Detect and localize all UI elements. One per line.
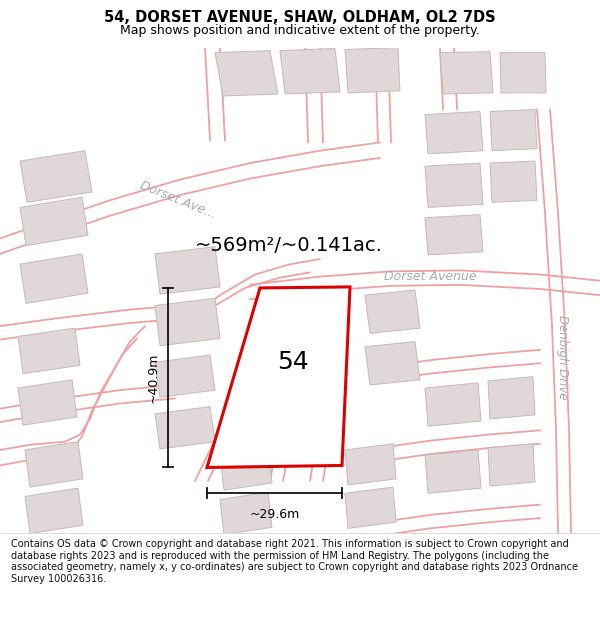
Polygon shape (425, 111, 483, 154)
Text: ~29.6m: ~29.6m (250, 508, 299, 521)
Text: Denbigh Drive: Denbigh Drive (556, 315, 569, 399)
Polygon shape (345, 48, 400, 93)
Polygon shape (425, 383, 481, 426)
Text: 54: 54 (277, 350, 309, 374)
Text: ~569m²/~0.141ac.: ~569m²/~0.141ac. (195, 236, 383, 255)
Text: Map shows position and indicative extent of the property.: Map shows position and indicative extent… (120, 24, 480, 37)
Polygon shape (25, 442, 83, 487)
Polygon shape (345, 444, 396, 485)
Polygon shape (425, 450, 481, 493)
Text: ~40.9m: ~40.9m (147, 352, 160, 403)
Text: Contains OS data © Crown copyright and database right 2021. This information is : Contains OS data © Crown copyright and d… (11, 539, 578, 584)
Polygon shape (500, 52, 546, 93)
Polygon shape (345, 487, 396, 528)
Text: 54, DORSET AVENUE, SHAW, OLDHAM, OL2 7DS: 54, DORSET AVENUE, SHAW, OLDHAM, OL2 7DS (104, 11, 496, 26)
Polygon shape (215, 51, 278, 96)
Polygon shape (207, 287, 350, 468)
Polygon shape (18, 380, 77, 425)
Polygon shape (490, 161, 537, 202)
Text: Dorset Avenue: Dorset Avenue (383, 270, 476, 283)
Polygon shape (365, 290, 420, 333)
Polygon shape (155, 298, 220, 346)
Polygon shape (488, 444, 535, 486)
Polygon shape (155, 247, 220, 294)
Polygon shape (155, 355, 215, 398)
Polygon shape (20, 197, 88, 246)
Polygon shape (440, 52, 493, 94)
Polygon shape (18, 328, 80, 374)
Polygon shape (425, 214, 483, 255)
Polygon shape (20, 151, 92, 202)
Text: Dorset Ave...: Dorset Ave... (138, 179, 218, 221)
Polygon shape (220, 492, 272, 534)
Polygon shape (365, 342, 420, 385)
Polygon shape (25, 488, 83, 534)
Polygon shape (488, 377, 535, 419)
Polygon shape (280, 49, 340, 94)
Polygon shape (220, 448, 272, 490)
Polygon shape (155, 407, 215, 449)
Polygon shape (425, 163, 483, 208)
Polygon shape (20, 254, 88, 303)
Polygon shape (490, 109, 537, 151)
